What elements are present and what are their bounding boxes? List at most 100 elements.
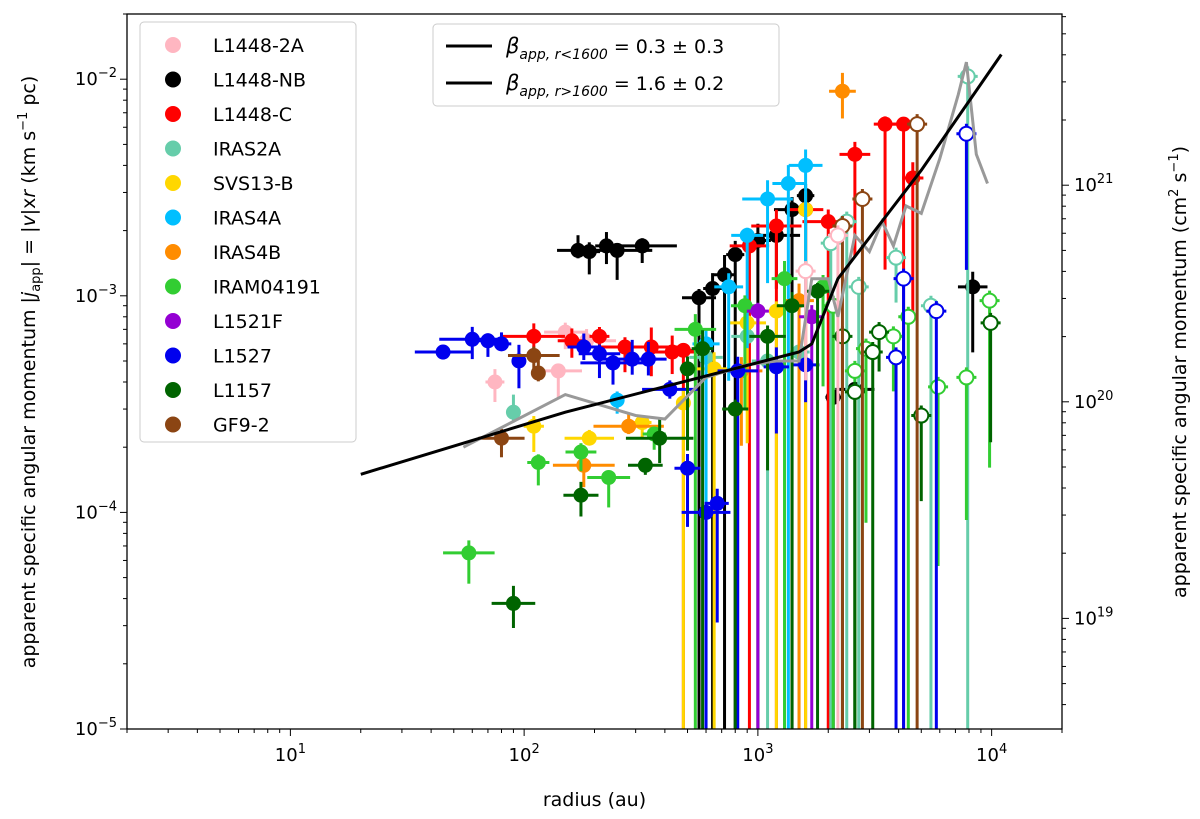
legend-marker <box>165 347 181 364</box>
data-point <box>573 444 589 460</box>
open-data-point <box>909 116 926 133</box>
legend-label: L1157 <box>213 380 272 402</box>
x-tick-label: 102 <box>509 742 540 766</box>
data-point <box>637 457 653 473</box>
x-axis-label: radius (au) <box>543 789 646 811</box>
open-data-point <box>958 125 975 142</box>
data-point <box>680 361 696 377</box>
series-gf9-2 <box>478 346 560 458</box>
legend-label: SVS13-B <box>213 173 294 195</box>
data-point <box>727 247 743 263</box>
mean-profile-line <box>462 61 989 449</box>
legend-marker <box>165 278 181 295</box>
data-point <box>705 281 721 297</box>
data-point <box>576 339 592 355</box>
legend-label: IRAS2A <box>213 139 281 161</box>
data-point <box>847 146 863 162</box>
y-axis-label-right: apparent specific angular momentum (cm2 … <box>1167 146 1191 598</box>
data-point <box>780 175 796 191</box>
plot-frame <box>126 13 1063 730</box>
legend-marker <box>165 175 181 191</box>
open-data-point <box>888 249 905 266</box>
data-point <box>750 303 766 319</box>
y-left-label-text: apparent specific angular momentum |japp… <box>16 76 44 669</box>
data-point <box>573 487 589 503</box>
open-marker-group <box>820 66 978 729</box>
open-data-point <box>928 303 945 320</box>
data-point <box>570 242 586 258</box>
y-tick-label: 10−4 <box>75 499 117 523</box>
data-point <box>777 271 793 287</box>
data-point <box>576 457 592 473</box>
legend-marker <box>165 37 181 53</box>
data-point <box>804 309 820 325</box>
data-point <box>591 346 607 362</box>
series-l1157 <box>491 283 830 729</box>
legend-marker <box>165 313 181 329</box>
data-point <box>737 298 753 314</box>
legend-marker <box>165 140 181 157</box>
y-right-label-text: apparent specific angular momentum (cm2 … <box>1167 146 1191 598</box>
open-data-point <box>885 328 902 345</box>
legend-label: IRAS4B <box>213 242 281 264</box>
y2-tick-label: 1019 <box>1074 605 1113 629</box>
legend-marker <box>165 416 181 433</box>
data-point <box>493 336 509 352</box>
x-tick-label: 101 <box>275 742 306 766</box>
series-legend-entries: L1448-2A L1448-NB L1448-C IRAS2A SVS13-B IRAS… <box>165 35 321 437</box>
data-point <box>634 238 650 254</box>
data-point <box>760 328 776 344</box>
legend-marker <box>165 71 181 88</box>
data-point <box>526 328 542 344</box>
legend-marker <box>165 209 181 226</box>
data-point <box>896 116 912 132</box>
data-point <box>760 191 776 207</box>
open-marker-group <box>832 114 928 729</box>
series-legend-box <box>139 21 357 443</box>
data-point <box>768 303 784 319</box>
data-point <box>768 359 784 375</box>
open-marker-group <box>886 123 977 729</box>
open-marker-group <box>823 290 1000 729</box>
open-data-point <box>895 270 912 287</box>
open-data-point <box>958 369 975 386</box>
data-point <box>687 321 703 337</box>
fit-legend-label: βapp, r<1600 = 0.3 ± 0.3 <box>505 34 724 63</box>
y2-tick-label: 1021 <box>1074 172 1113 196</box>
data-point <box>640 351 656 367</box>
data-point <box>695 341 711 357</box>
legend-label: L1448-NB <box>213 70 306 92</box>
data-point <box>487 374 503 390</box>
legend-label: IRAS4A <box>213 208 281 230</box>
data-point <box>834 83 850 99</box>
data-point <box>564 333 580 349</box>
fit-legend-box <box>432 23 780 107</box>
axis-ticks: 101 102 103 104 10−5 10−4 10−3 10−2 1019 1020 1021 <box>75 13 1113 766</box>
y-tick-label: 10−3 <box>75 283 117 307</box>
series-l1527 <box>414 326 820 729</box>
data-point <box>550 363 566 379</box>
data-point <box>461 545 477 561</box>
data-point <box>675 342 691 358</box>
open-data-point <box>981 292 998 309</box>
plot-area <box>360 53 1003 729</box>
data-point <box>435 344 451 360</box>
data-point <box>530 365 546 381</box>
data-point <box>591 328 607 344</box>
data-point <box>727 401 743 417</box>
legend-label: L1521F <box>213 311 283 333</box>
data-point <box>739 227 755 243</box>
open-data-point <box>888 349 905 366</box>
y-tick-label: 10−2 <box>75 66 117 90</box>
data-point <box>624 351 640 367</box>
open-data-point <box>930 378 947 395</box>
data-point <box>464 331 480 347</box>
legend-label: IRAM04191 <box>213 277 321 299</box>
series-legend: L1448-2A L1448-NB L1448-C IRAS2A SVS13-B IRAS… <box>139 21 357 443</box>
legend-label: L1448-C <box>213 104 292 126</box>
fit-legend-entries: βapp, r<1600 = 0.3 ± 0.3 βapp, r>1600 = 1… <box>446 34 724 100</box>
data-point <box>768 218 784 234</box>
data-point <box>664 344 680 360</box>
data-point <box>721 279 737 295</box>
